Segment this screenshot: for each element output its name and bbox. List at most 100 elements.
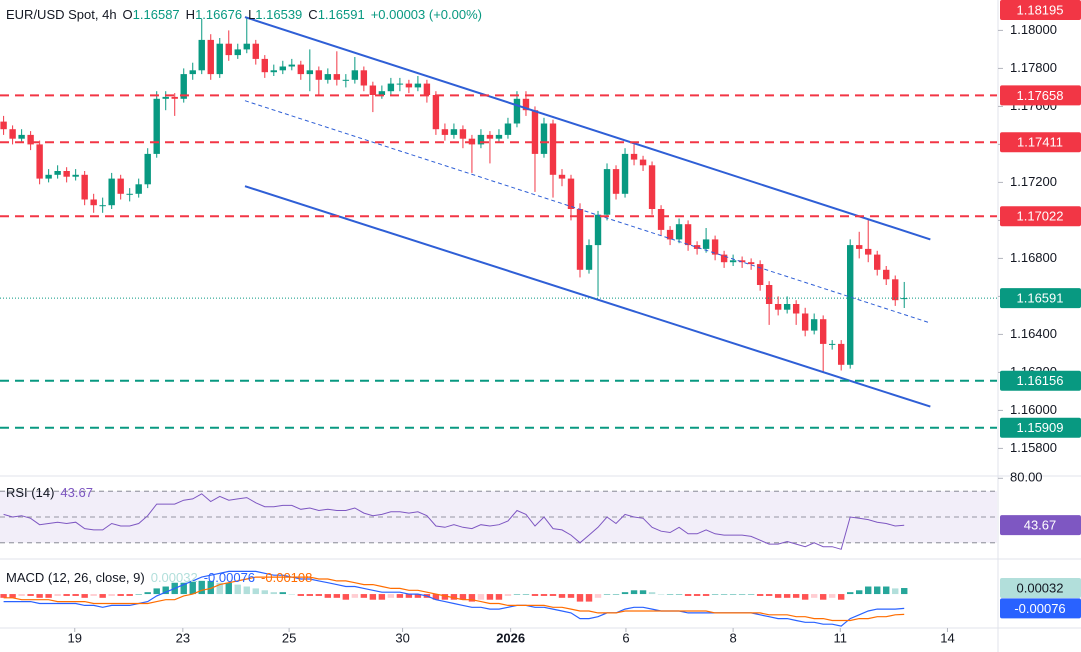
y-tick-label: 1.16400: [1010, 326, 1057, 341]
candle-body: [747, 262, 755, 265]
candle-body: [72, 174, 79, 177]
candle-body: [513, 98, 521, 124]
level-badge: [1000, 0, 1081, 20]
histogram-bar: [414, 594, 422, 598]
histogram-bar: [756, 594, 764, 596]
histogram-bar: [405, 594, 413, 598]
candle-body: [495, 134, 503, 139]
histogram-bar: [828, 594, 836, 598]
candle-body: [783, 304, 791, 310]
candle-body: [18, 134, 25, 139]
histogram-bar: [135, 594, 142, 595]
level-badge: [1000, 417, 1081, 438]
macd-title: MACD (12, 26, close, 9): [6, 570, 145, 585]
candle-body: [243, 43, 250, 50]
candle-body: [792, 304, 800, 314]
candle-body: [423, 83, 431, 95]
histogram-bar: [558, 594, 566, 598]
candle-body: [189, 70, 196, 75]
candle-body: [279, 66, 286, 71]
histogram-bar: [36, 594, 43, 598]
histogram-bar: [396, 594, 404, 598]
candle-body: [684, 224, 692, 246]
histogram-bar: [819, 594, 827, 600]
candle-body: [288, 64, 296, 67]
candle-body: [261, 58, 268, 73]
candle-body: [54, 171, 61, 175]
candle-body: [234, 49, 241, 56]
candle-body: [162, 96, 169, 99]
histogram-bar: [63, 594, 70, 596]
macd-label: -0.00076: [1014, 601, 1065, 616]
histogram-bar: [306, 594, 314, 596]
candle-body: [711, 239, 719, 255]
level-badge: [1000, 370, 1081, 391]
rsi-title: RSI (14): [6, 485, 54, 500]
candle-body: [108, 178, 115, 206]
candle-body: [198, 39, 205, 71]
candle-body: [414, 83, 422, 88]
candle-body: [27, 134, 34, 145]
y-tick-label: 1.17800: [1010, 60, 1057, 75]
x-tick-label: 6: [622, 630, 629, 645]
candle-body: [846, 245, 854, 365]
candle-body: [153, 98, 160, 154]
level-badge: [1000, 85, 1081, 106]
level-label: 1.17411: [1017, 135, 1063, 150]
candle-body: [36, 144, 43, 179]
candle-body: [324, 74, 332, 80]
x-tick-label: 19: [68, 630, 82, 645]
histogram-bar: [0, 594, 7, 598]
candle-body: [819, 319, 827, 344]
histogram-bar: [540, 594, 548, 596]
histogram-bar: [117, 594, 124, 596]
histogram-bar: [342, 594, 350, 600]
legend: EUR/USD Spot, 4h O1.16587 H1.16676 L1.16539…: [6, 7, 482, 22]
candle-body: [396, 83, 404, 85]
histogram-bar: [324, 594, 332, 598]
x-tick-label: 8: [729, 630, 736, 645]
histogram-bar: [621, 592, 629, 595]
series-value: -0.00076: [204, 570, 255, 585]
macd-legend: MACD (12, 26, close, 9) 0.00032 -0.00076 -0…: [6, 570, 312, 585]
histogram-value: 0.00032: [151, 570, 198, 585]
histogram-bar: [666, 594, 674, 595]
histogram-bar: [720, 594, 728, 595]
histogram-bar: [351, 594, 359, 598]
ohlc-key: L: [248, 7, 255, 22]
level-badge: [1000, 132, 1081, 153]
candle-body: [0, 121, 7, 130]
histogram-bar: [783, 594, 791, 598]
trend-line: [244, 16, 931, 241]
histogram-bar: [162, 586, 169, 595]
candle-body: [171, 96, 178, 99]
histogram-bar: [738, 594, 746, 595]
x-tick-label: 14: [940, 630, 954, 645]
series-value: -0.00108: [261, 570, 312, 585]
histogram-bar: [207, 580, 214, 595]
y-tick-label: 1.16800: [1010, 250, 1057, 265]
candle-body: [865, 248, 872, 255]
level-label: 1.16156: [1017, 373, 1064, 388]
headers: EUR/USD Spot, 4h O1.16587 H1.16676 L1.16539…: [6, 7, 482, 585]
histogram-bar: [765, 594, 773, 596]
histogram-bar: [279, 592, 286, 595]
level-label: 1.17658: [1017, 88, 1064, 103]
histogram-bar: [99, 594, 106, 598]
level-label: 1.15909: [1017, 420, 1064, 435]
candle-body: [306, 70, 314, 75]
candle-body: [828, 343, 836, 345]
histogram-bar: [837, 594, 845, 600]
histogram-bar: [54, 594, 61, 596]
candle-body: [315, 70, 323, 80]
histogram-bar: [297, 594, 305, 596]
histogram-bar: [657, 594, 665, 595]
candle-body: [225, 43, 232, 56]
histogram-bar: [441, 594, 449, 600]
histogram-bar: [378, 594, 386, 600]
candle-body: [135, 184, 142, 194]
candle-body: [99, 205, 106, 207]
candle-body: [657, 209, 665, 230]
candle-body: [585, 245, 593, 270]
